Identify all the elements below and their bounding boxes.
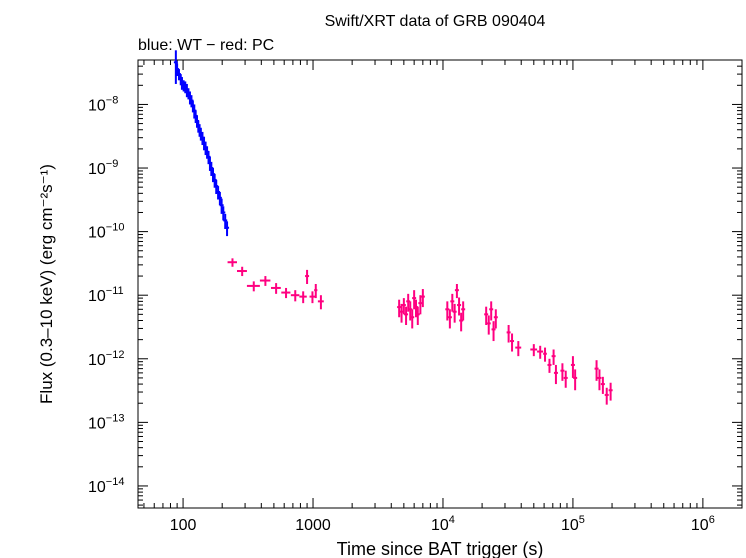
data-point — [227, 258, 237, 267]
data-point — [515, 341, 522, 357]
y-tick-label: 10−10 — [88, 222, 124, 242]
data-point — [604, 387, 609, 405]
data-point — [594, 360, 599, 381]
data-point — [219, 198, 224, 214]
data-point — [314, 284, 318, 299]
data-point — [410, 309, 415, 329]
data-point — [461, 301, 466, 321]
data-point — [547, 358, 552, 373]
data-point — [452, 303, 457, 323]
chart-subtitle: blue: WT − red: PC — [138, 37, 274, 54]
x-tick-label: 100 — [170, 517, 197, 534]
data-point — [450, 293, 455, 312]
y-tick-label: 10−14 — [88, 476, 124, 496]
y-axis-label: Flux (0.3–10 keV) (erg cm⁻²s⁻¹) — [37, 164, 56, 404]
plot-area — [137, 59, 743, 509]
x-tick-label: 1000 — [295, 517, 331, 534]
y-tick-label: 10−8 — [88, 94, 118, 114]
data-point — [397, 299, 402, 318]
data-point — [173, 50, 178, 84]
data-point — [317, 295, 324, 310]
data-point — [551, 349, 556, 365]
chart-title: Swift/XRT data of GRB 090404 — [325, 13, 546, 30]
y-tick-label: 10−11 — [88, 285, 124, 305]
data-point — [305, 269, 310, 284]
data-point — [225, 221, 230, 237]
data-point — [290, 290, 300, 302]
x-tick-label: 106 — [691, 514, 715, 534]
data-point — [543, 347, 547, 362]
data-series — [173, 50, 613, 405]
data-point — [484, 306, 489, 325]
series-pc — [227, 258, 613, 405]
x-tick-labels: 100 1000 104 105 106 — [170, 514, 715, 534]
data-point — [309, 291, 316, 304]
data-point — [489, 301, 494, 321]
data-point — [259, 276, 271, 286]
y-tick-labels: 10−8 10−9 10−10 10−11 10−12 10−13 10−14 — [88, 94, 124, 496]
data-point — [401, 298, 406, 315]
data-point — [445, 301, 450, 321]
x-axis-label: Time since BAT trigger (s) — [337, 539, 544, 558]
y-tick-label: 10−9 — [88, 158, 118, 178]
y-tick-label: 10−13 — [88, 412, 124, 432]
data-point — [608, 382, 613, 401]
data-point — [271, 283, 281, 294]
data-point — [493, 309, 498, 329]
data-point — [600, 376, 605, 394]
data-point — [506, 324, 511, 343]
data-point — [570, 356, 575, 378]
data-point — [510, 333, 515, 352]
data-point — [223, 213, 228, 229]
data-point — [246, 281, 260, 292]
data-point — [553, 364, 558, 385]
data-point — [486, 315, 491, 335]
data-point — [281, 287, 291, 299]
data-point — [221, 206, 226, 221]
data-point — [415, 306, 420, 325]
data-point — [236, 266, 247, 277]
data-point — [457, 297, 462, 316]
data-point — [420, 289, 425, 308]
axis-ticks — [138, 59, 743, 508]
y-tick-label: 10−12 — [88, 349, 124, 369]
series-wt — [173, 50, 230, 237]
data-point — [530, 344, 538, 357]
data-point — [491, 321, 496, 342]
data-point — [597, 369, 602, 391]
data-point — [447, 309, 452, 329]
data-point — [560, 363, 565, 381]
data-point — [537, 345, 544, 359]
data-point — [573, 369, 578, 391]
data-point — [563, 370, 568, 388]
data-point — [418, 295, 423, 315]
x-tick-label: 105 — [561, 514, 585, 534]
data-point — [404, 306, 409, 325]
data-point — [454, 284, 459, 299]
x-tick-label: 104 — [431, 514, 455, 534]
data-point — [217, 191, 222, 206]
data-point — [299, 291, 307, 304]
